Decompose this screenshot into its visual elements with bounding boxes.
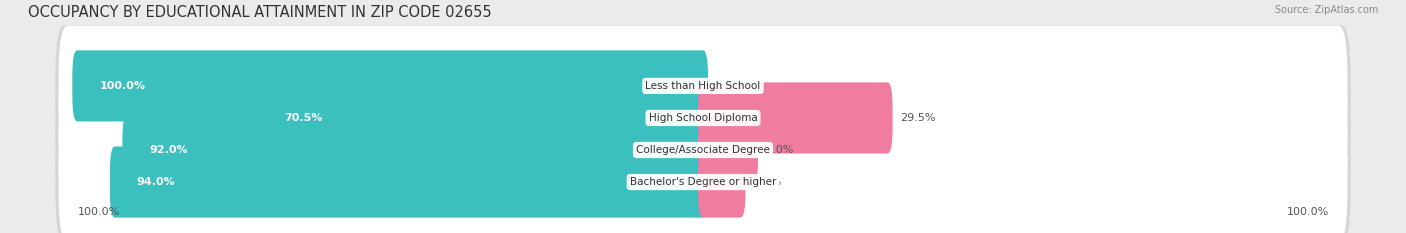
- FancyBboxPatch shape: [59, 26, 1347, 146]
- Text: 94.0%: 94.0%: [136, 177, 176, 187]
- Text: 6.0%: 6.0%: [754, 177, 782, 187]
- FancyBboxPatch shape: [257, 82, 709, 154]
- FancyBboxPatch shape: [55, 121, 1351, 233]
- FancyBboxPatch shape: [697, 82, 893, 154]
- Text: 100.0%: 100.0%: [77, 207, 120, 217]
- FancyBboxPatch shape: [72, 50, 709, 121]
- FancyBboxPatch shape: [697, 147, 745, 218]
- FancyBboxPatch shape: [122, 114, 709, 185]
- FancyBboxPatch shape: [55, 25, 1351, 147]
- Text: High School Diploma: High School Diploma: [648, 113, 758, 123]
- Text: Less than High School: Less than High School: [645, 81, 761, 91]
- FancyBboxPatch shape: [59, 122, 1347, 233]
- Text: 29.5%: 29.5%: [900, 113, 935, 123]
- Text: 100.0%: 100.0%: [1286, 207, 1329, 217]
- FancyBboxPatch shape: [59, 58, 1347, 178]
- Text: OCCUPANCY BY EDUCATIONAL ATTAINMENT IN ZIP CODE 02655: OCCUPANCY BY EDUCATIONAL ATTAINMENT IN Z…: [28, 5, 492, 20]
- Text: College/Associate Degree: College/Associate Degree: [636, 145, 770, 155]
- Text: 92.0%: 92.0%: [149, 145, 188, 155]
- Text: Source: ZipAtlas.com: Source: ZipAtlas.com: [1274, 5, 1378, 15]
- Text: 100.0%: 100.0%: [100, 81, 145, 91]
- FancyBboxPatch shape: [110, 147, 709, 218]
- Text: 0.0%: 0.0%: [716, 81, 744, 91]
- Text: 70.5%: 70.5%: [284, 113, 322, 123]
- FancyBboxPatch shape: [59, 90, 1347, 210]
- Text: Bachelor's Degree or higher: Bachelor's Degree or higher: [630, 177, 776, 187]
- FancyBboxPatch shape: [697, 114, 758, 185]
- FancyBboxPatch shape: [55, 89, 1351, 211]
- Text: 8.0%: 8.0%: [765, 145, 794, 155]
- FancyBboxPatch shape: [55, 57, 1351, 178]
